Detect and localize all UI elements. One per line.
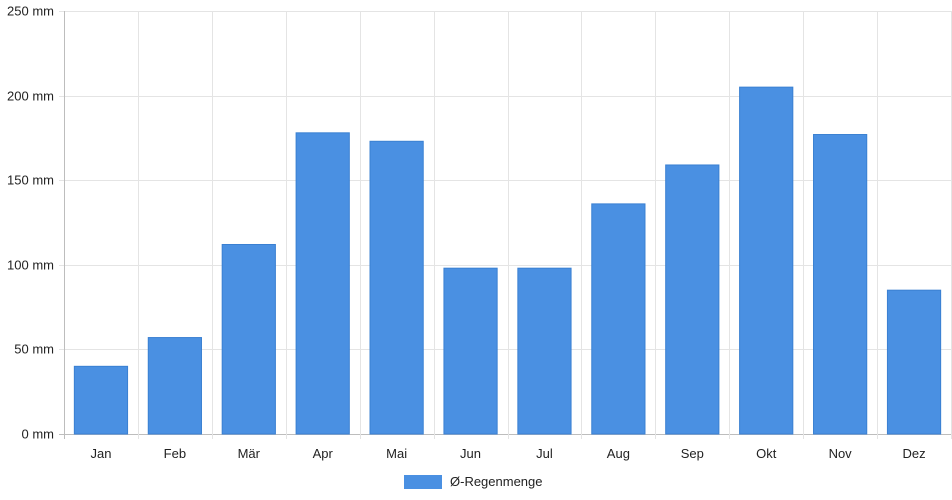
x-axis-ticks: Jan Feb Mär Apr Mai Jun Jul Aug Sep Okt Nov Dez [90,446,925,461]
bars [73,86,942,435]
bar-feb[interactable] [147,337,202,435]
grid-lines [59,11,952,439]
y-axis-ticks: 0 mm 50 mm 100 mm 150 mm 200 mm 250 mm [7,4,54,442]
x-tick-label: Nov [829,446,853,461]
legend-swatch[interactable] [404,475,442,489]
bar-jul[interactable] [517,267,572,435]
y-tick-label: 0 mm [22,427,55,442]
y-tick-label: 150 mm [7,173,54,188]
y-tick-label: 250 mm [7,4,54,19]
bar-okt[interactable] [739,86,794,435]
bar-jun[interactable] [443,267,498,435]
x-tick-label: Mär [238,446,261,461]
bar-apr[interactable] [295,132,350,435]
y-tick-label: 50 mm [14,342,54,357]
x-tick-label: Aug [607,446,630,461]
y-tick-label: 200 mm [7,89,54,104]
bar-mai[interactable] [369,140,424,435]
x-tick-label: Jul [536,446,553,461]
bar-nov[interactable] [813,134,868,435]
x-tick-label: Mai [386,446,407,461]
legend-label[interactable]: Ø-Regenmenge [450,474,543,489]
y-tick-label: 100 mm [7,258,54,273]
x-tick-label: Okt [756,446,777,461]
x-tick-label: Jun [460,446,481,461]
x-tick-label: Sep [681,446,704,461]
legend[interactable]: Ø-Regenmenge [404,474,543,489]
bar-dez[interactable] [886,289,942,435]
bar-sep[interactable] [665,164,720,435]
x-tick-label: Jan [90,446,111,461]
bar-jan[interactable] [73,365,129,435]
x-tick-label: Apr [313,446,334,461]
x-tick-label: Feb [164,446,186,461]
bar-aug[interactable] [591,203,646,435]
bar-mär[interactable] [221,243,276,435]
x-tick-label: Dez [902,446,925,461]
